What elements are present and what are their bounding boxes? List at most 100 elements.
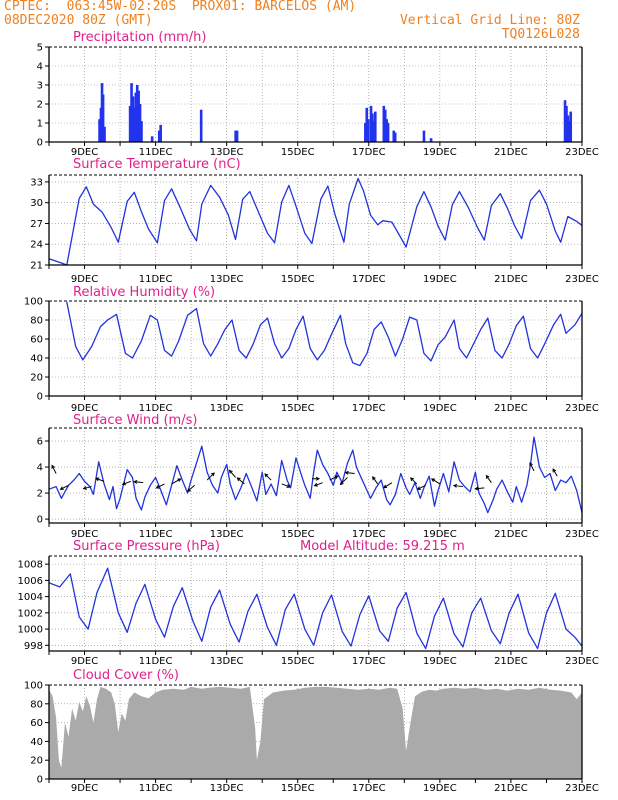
humidity-xtick-label: 21DEC [494,403,528,414]
precipitation-bar [392,130,396,142]
wind-arrow [59,484,69,490]
wind-arrow [121,480,131,486]
wind-arrow-head [529,462,533,467]
wind-arrow-shaft [372,476,379,485]
cloud-cover-ytick-label: 20 [30,756,43,767]
wind-arrow-head [410,477,414,482]
header-grid-line: Vertical Grid Line: 80Z [399,13,580,28]
wind-arrow-shaft [122,480,131,485]
humidity-xtick-label: 23DEC [565,403,599,414]
humidity-series-line [66,301,583,367]
humidity-xtick-label: 17DEC [352,403,386,414]
precipitation-bar [373,111,377,142]
wind-ytick-label: 4 [37,463,43,474]
precipitation-bar [133,107,136,142]
precipitation-bar [563,100,567,142]
pressure-ytick-label: 1004 [18,592,43,603]
wind-arrow-head [313,482,318,487]
wind-arrow-shaft [329,475,338,481]
cloud-cover-xtick-label: 19DEC [423,783,457,794]
precipitation-bar [565,105,568,142]
temperature-xtick-label: 11DEC [139,274,173,285]
cloud-cover-area [49,686,582,779]
precipitation-bar [150,136,154,142]
pressure-xtick-label: 9DEC [71,656,98,667]
pressure-series-line [48,567,583,650]
wind-arrow-shaft [171,478,181,485]
wind-arrow-shaft [264,473,272,481]
temperature-ytick-label: 24 [30,240,43,251]
cloud-cover-panel: 0 20 40 60 80 100 9DEC 11DEC 13DEC 15DEC 17DEC 19DE… [24,668,599,794]
wind-title: Surface Wind (m/s) [73,413,197,428]
pressure-xtick-label: 15DEC [281,656,315,667]
wind-arrow-shaft [410,477,418,485]
wind-series-line [48,436,583,514]
pressure-ytick-label: 1006 [18,576,43,587]
precipitation-bar [98,119,101,142]
temperature-xtick-label: 9DEC [71,274,98,285]
wind-arrow-head [334,475,339,479]
wind-ytick-label: 6 [37,437,43,448]
wind-arrow-head [286,484,291,488]
wind-arrow-shaft [187,484,196,492]
humidity-xtick-label: 13DEC [210,403,244,414]
precipitation-bar [372,121,376,142]
wind-arrow-head [95,477,100,482]
precipitation-title: Precipitation (mm/h) [73,30,206,45]
wind-arrow-head [264,473,269,478]
precipitation-ytick-label: 5 [37,43,43,54]
wind-arrow-head [59,486,64,490]
wind-arrow-head [210,472,215,477]
precipitation-bar [369,105,373,142]
humidity-xtick-label: 9DEC [71,403,98,414]
cloud-cover-ytick-label: 60 [30,718,43,729]
header-station: CPTEC: 063:45W-02:20S PROX01: BARCELOS (… [4,0,357,14]
wind-arrow-shaft [281,483,290,488]
wind-arrow [82,486,92,490]
cloud-cover-ytick-label: 100 [24,681,43,692]
wind-arrow-shaft [314,482,323,487]
humidity-title: Relative Humidity (%) [73,285,215,300]
pressure-xtick-label: 21DEC [494,656,528,667]
wind-arrow [155,483,165,489]
precipitation-xtick-label: 9DEC [71,147,98,158]
wind-arrow [133,479,144,484]
wind-arrow [171,478,182,485]
temperature-ytick-label: 33 [30,177,43,188]
precipitation-bar [366,119,370,142]
wind-arrow-head [339,481,344,486]
wind-arrow-shaft [417,484,426,490]
precipitation-bar [101,94,105,142]
cloud-cover-xtick-label: 21DEC [494,783,528,794]
wind-arrow-shaft [340,477,348,485]
wind-arrow [329,475,339,481]
wind-arrow-head [552,468,557,473]
precipitation-bar [566,115,570,142]
wind-ytick-label: 2 [37,489,43,500]
wind-arrow-shaft [485,475,492,483]
pressure-xtick-label: 23DEC [565,656,599,667]
precipitation-bar [138,104,142,142]
temperature-title: Surface Temperature (nC) [73,157,241,172]
precipitation-bar [569,111,573,142]
pressure-ytick-label: 1000 [18,625,43,636]
wind-arrow [485,474,492,483]
wind-xtick-label: 15DEC [281,529,315,540]
wind-arrow [383,482,393,489]
wind-arrow-shaft [345,472,355,475]
humidity-panel: 0 20 40 60 80 100 9DEC 11DEC 13DEC 15DEC 17DEC 19DE… [24,285,599,414]
precipitation-bar [128,105,132,142]
wind-arrow-head [474,486,479,491]
pressure-panel: 998 1000 1002 1004 1006 1008 9DEC 11DEC 13DEC 15D… [18,539,599,667]
wind-arrow [313,482,323,487]
wind-arrow [474,486,485,491]
wind-xtick-label: 19DEC [423,529,457,540]
humidity-ytick-label: 0 [37,392,43,403]
pressure-ytick-label: 998 [24,641,43,652]
precipitation-xtick-label: 17DEC [352,147,386,158]
temperature-xtick-label: 19DEC [423,274,457,285]
wind-arrow [344,470,355,475]
wind-arrow [410,477,418,485]
wind-arrow-head [416,486,421,490]
wind-arrow-shaft [156,483,165,489]
